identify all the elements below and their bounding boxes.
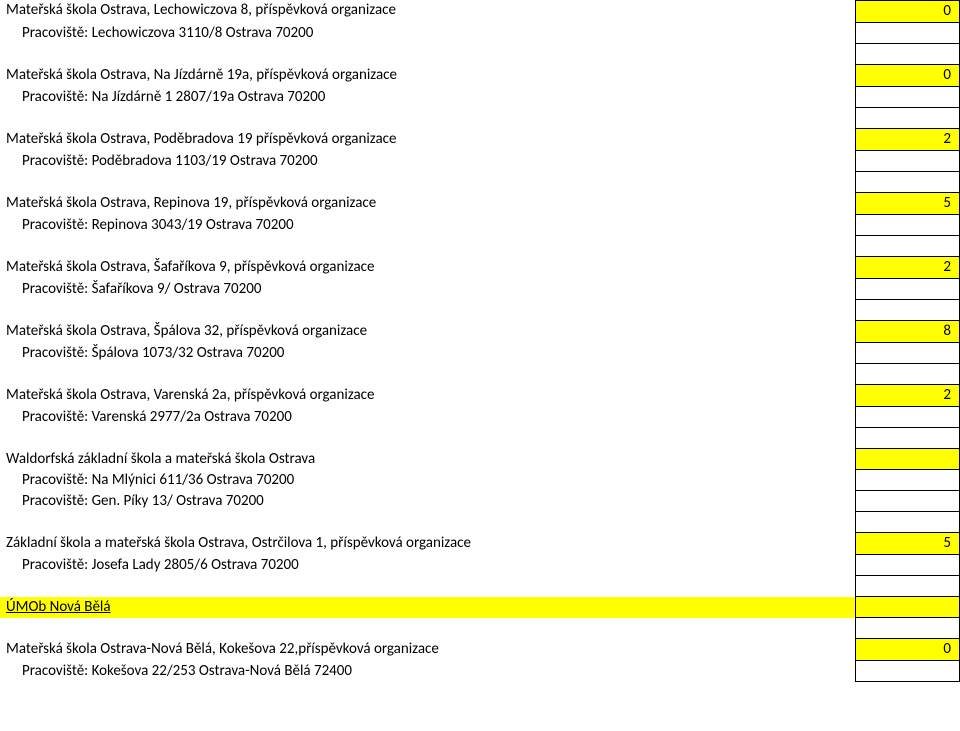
org-name: Mateřská škola Ostrava, Poděbradova 19 p… <box>0 129 855 151</box>
value-cell <box>855 576 960 597</box>
org-name: Mateřská škola Ostrava, Repinova 19, pří… <box>0 193 855 215</box>
org-name: Mateřská škola Ostrava, Lechowiczova 8, … <box>0 0 855 23</box>
value-cell <box>855 236 960 257</box>
value-cell <box>855 44 960 65</box>
workplace: Pracoviště: Gen. Píky 13/ Ostrava 70200 <box>0 491 855 512</box>
value-cell <box>855 343 960 364</box>
org-value: 8 <box>855 321 960 343</box>
org-name: Mateřská škola Ostrava, Špálova 32, přís… <box>0 321 855 343</box>
value-cell <box>855 87 960 108</box>
workplace: Pracoviště: Špálova 1073/32 Ostrava 7020… <box>0 343 855 364</box>
spacer <box>0 236 855 257</box>
spacer <box>0 618 855 639</box>
spacer <box>0 428 855 449</box>
org-name: Mateřská škola Ostrava, Šafaříkova 9, př… <box>0 257 855 279</box>
document-table: Mateřská škola Ostrava, Lechowiczova 8, … <box>0 0 960 682</box>
org-name: Mateřská škola Ostrava, Na Jízdárně 19a,… <box>0 65 855 87</box>
org-name: Mateřská škola Ostrava-Nová Bělá, Kokešo… <box>0 639 855 661</box>
spacer <box>0 108 855 129</box>
value-cell <box>855 428 960 449</box>
workplace: Pracoviště: Šafaříkova 9/ Ostrava 70200 <box>0 279 855 300</box>
value-cell <box>855 215 960 236</box>
org-value: 0 <box>855 0 960 23</box>
spacer <box>0 576 855 597</box>
value-cell <box>855 618 960 639</box>
value-cell <box>855 491 960 512</box>
workplace: Pracoviště: Kokešova 22/253 Ostrava-Nová… <box>0 661 855 682</box>
spacer <box>0 300 855 321</box>
workplace: Pracoviště: Josefa Lady 2805/6 Ostrava 7… <box>0 555 855 576</box>
workplace: Pracoviště: Repinova 3043/19 Ostrava 702… <box>0 215 855 236</box>
value-cell <box>855 661 960 682</box>
spacer <box>0 172 855 193</box>
value-cell <box>855 172 960 193</box>
org-value: 2 <box>855 257 960 279</box>
spacer <box>0 364 855 385</box>
value-cell <box>855 151 960 172</box>
org-name: Mateřská škola Ostrava, Varenská 2a, pří… <box>0 385 855 407</box>
org-value: 2 <box>855 129 960 151</box>
org-value: 2 <box>855 385 960 407</box>
org-value: 0 <box>855 639 960 661</box>
section-title: ÚMOb Nová Bělá <box>0 597 855 618</box>
value-cell <box>855 279 960 300</box>
spacer <box>0 44 855 65</box>
value-cell <box>855 108 960 129</box>
org-name: Waldorfská základní škola a mateřská ško… <box>0 449 855 470</box>
workplace: Pracoviště: Na Mlýnici 611/36 Ostrava 70… <box>0 470 855 491</box>
value-cell <box>855 555 960 576</box>
org-name: Základní škola a mateřská škola Ostrava,… <box>0 533 855 555</box>
value-cell <box>855 407 960 428</box>
org-value: 5 <box>855 533 960 555</box>
workplace: Pracoviště: Lechowiczova 3110/8 Ostrava … <box>0 23 855 44</box>
org-value <box>855 449 960 470</box>
workplace: Pracoviště: Varenská 2977/2a Ostrava 702… <box>0 407 855 428</box>
value-cell <box>855 597 960 618</box>
workplace: Pracoviště: Poděbradova 1103/19 Ostrava … <box>0 151 855 172</box>
workplace: Pracoviště: Na Jízdárně 1 2807/19a Ostra… <box>0 87 855 108</box>
org-value: 5 <box>855 193 960 215</box>
org-value: 0 <box>855 65 960 87</box>
value-cell <box>855 470 960 491</box>
spacer <box>0 512 855 533</box>
value-cell <box>855 512 960 533</box>
value-cell <box>855 364 960 385</box>
value-cell <box>855 300 960 321</box>
value-cell <box>855 23 960 44</box>
